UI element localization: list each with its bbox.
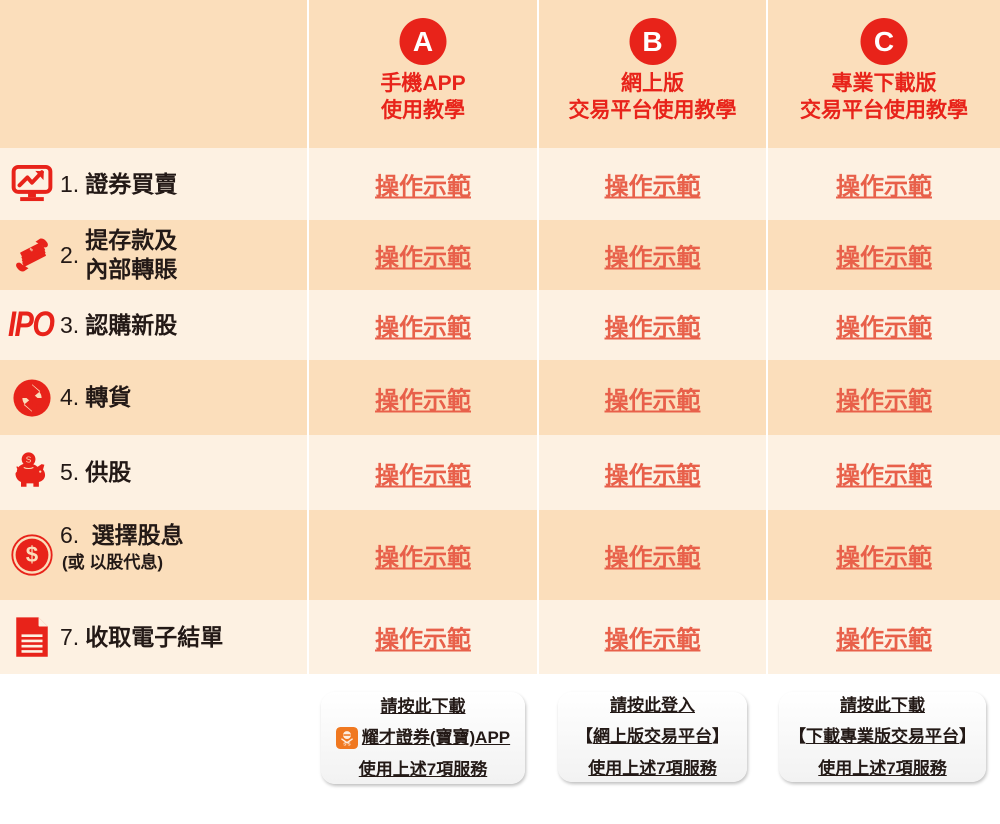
svg-text:$: $: [26, 542, 39, 567]
svg-text:S: S: [343, 742, 346, 748]
svg-text:S: S: [26, 455, 32, 464]
svg-text:S: S: [347, 742, 350, 748]
